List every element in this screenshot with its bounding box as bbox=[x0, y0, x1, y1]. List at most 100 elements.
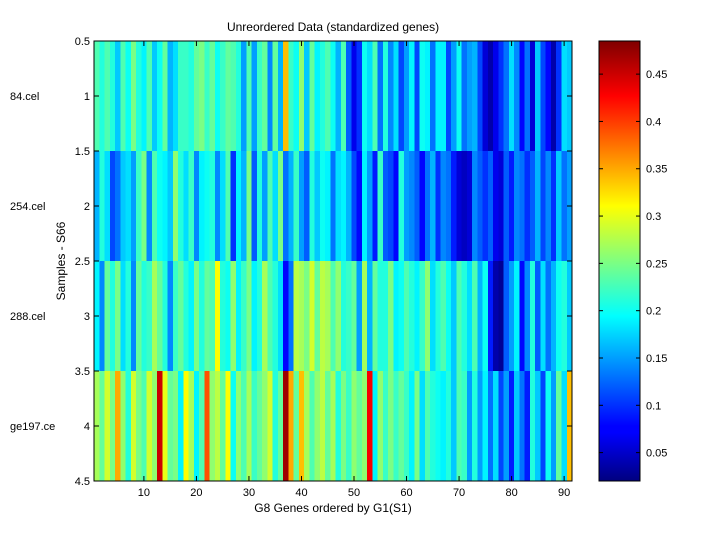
heatmap-cell bbox=[403, 41, 410, 151]
heatmap-cell bbox=[435, 371, 442, 481]
heatmap-cell bbox=[545, 371, 552, 481]
heatmap-cell bbox=[130, 261, 137, 371]
heatmap-cell bbox=[435, 41, 442, 151]
heatmap-cell bbox=[230, 41, 237, 151]
heatmap-cell bbox=[330, 41, 337, 151]
heatmap-cell bbox=[367, 41, 373, 151]
heatmap-cell bbox=[178, 151, 184, 261]
heatmap-cell bbox=[199, 261, 205, 371]
heatmap-cell bbox=[193, 151, 200, 261]
heatmap-cell bbox=[529, 151, 536, 261]
heatmap-cell bbox=[178, 41, 184, 151]
heatmap-cell bbox=[115, 151, 121, 261]
heatmap-cell bbox=[193, 41, 200, 151]
heatmap-cell bbox=[340, 151, 347, 261]
heatmap-cell bbox=[109, 41, 116, 151]
heatmap-cell bbox=[314, 151, 321, 261]
heatmap-cell bbox=[482, 371, 489, 481]
heatmap-cell bbox=[372, 261, 379, 371]
y-tick-label: 4 bbox=[84, 421, 90, 433]
heatmap-cell bbox=[466, 41, 473, 151]
heatmap-cell bbox=[361, 261, 368, 371]
heatmap-cell bbox=[146, 41, 153, 151]
heatmap-cell bbox=[477, 41, 484, 151]
heatmap-cell bbox=[498, 371, 505, 481]
heatmap-cell bbox=[199, 41, 205, 151]
heatmap-cell bbox=[162, 41, 168, 151]
heatmap-cell bbox=[130, 41, 137, 151]
heatmap-cell bbox=[372, 371, 379, 481]
x-tick-label: 40 bbox=[295, 487, 307, 499]
heatmap-cell bbox=[414, 151, 421, 261]
heatmap-cell bbox=[204, 371, 210, 481]
x-tick-label: 30 bbox=[243, 487, 255, 499]
heatmap-cell bbox=[424, 151, 431, 261]
heatmap-cell bbox=[356, 261, 363, 371]
heatmap-cell bbox=[508, 151, 515, 261]
heatmap-cell bbox=[524, 371, 531, 481]
heatmap-cell bbox=[309, 41, 316, 151]
colorbar-tick-label: 0.1 bbox=[646, 400, 661, 412]
heatmap-cell bbox=[335, 261, 342, 371]
heatmap-cell bbox=[456, 371, 463, 481]
heatmap-cell bbox=[220, 151, 226, 261]
heatmap-cell bbox=[130, 151, 137, 261]
heatmap-cell bbox=[393, 151, 400, 261]
heatmap-cell bbox=[351, 41, 358, 151]
heatmap-cell bbox=[440, 261, 447, 371]
heatmap-cell bbox=[540, 41, 547, 151]
heatmap-cell bbox=[298, 151, 305, 261]
heatmap-cell bbox=[445, 41, 452, 151]
heatmap-cell bbox=[256, 261, 263, 371]
heatmap-cell bbox=[283, 371, 289, 481]
heatmap-cell bbox=[104, 41, 111, 151]
heatmap-cell bbox=[99, 371, 105, 481]
heatmap-cell bbox=[361, 41, 368, 151]
heatmap-cell bbox=[220, 41, 226, 151]
heatmap-cell bbox=[466, 371, 473, 481]
heatmap-cell bbox=[377, 261, 384, 371]
heatmap-cell bbox=[314, 371, 321, 481]
heatmap-cell bbox=[104, 261, 111, 371]
heatmap-cell bbox=[141, 41, 147, 151]
row-label: 254.cel bbox=[10, 201, 45, 213]
heatmap-cell bbox=[251, 371, 258, 481]
heatmap-cell bbox=[293, 151, 300, 261]
heatmap-cell bbox=[514, 151, 520, 261]
heatmap-cell bbox=[130, 371, 137, 481]
heatmap-cell bbox=[99, 41, 105, 151]
heatmap-cell bbox=[172, 41, 179, 151]
heatmap-cell bbox=[204, 151, 210, 261]
heatmap-cell bbox=[298, 41, 305, 151]
heatmap-cell bbox=[340, 41, 347, 151]
y-tick-label: 2 bbox=[84, 201, 90, 213]
colorbar bbox=[598, 40, 641, 482]
heatmap-cell bbox=[514, 371, 520, 481]
heatmap-cell bbox=[267, 261, 273, 371]
heatmap-cell bbox=[199, 371, 205, 481]
heatmap-cell bbox=[556, 261, 562, 371]
heatmap-cell bbox=[519, 261, 526, 371]
heatmap-cell bbox=[393, 41, 400, 151]
heatmap-cell bbox=[120, 371, 126, 481]
heatmap-cell bbox=[325, 151, 331, 261]
heatmap-cell bbox=[514, 41, 520, 151]
heatmap-cell bbox=[199, 151, 205, 261]
heatmap-cell bbox=[283, 151, 289, 261]
heatmap-cell bbox=[382, 371, 389, 481]
heatmap-cell bbox=[220, 261, 226, 371]
heatmap-cell bbox=[472, 151, 478, 261]
heatmap-cell bbox=[141, 371, 147, 481]
heatmap-cell bbox=[125, 151, 132, 261]
heatmap-cell bbox=[193, 371, 200, 481]
heatmap-cell bbox=[535, 41, 541, 151]
heatmap-cell bbox=[561, 41, 568, 151]
heatmap-cell bbox=[235, 261, 242, 371]
heatmap-cell bbox=[330, 261, 337, 371]
heatmap-cell bbox=[235, 41, 242, 151]
heatmap-cell bbox=[204, 41, 210, 151]
heatmap-cell bbox=[298, 371, 305, 481]
heatmap-cell bbox=[461, 151, 468, 261]
heatmap-cell bbox=[109, 261, 116, 371]
